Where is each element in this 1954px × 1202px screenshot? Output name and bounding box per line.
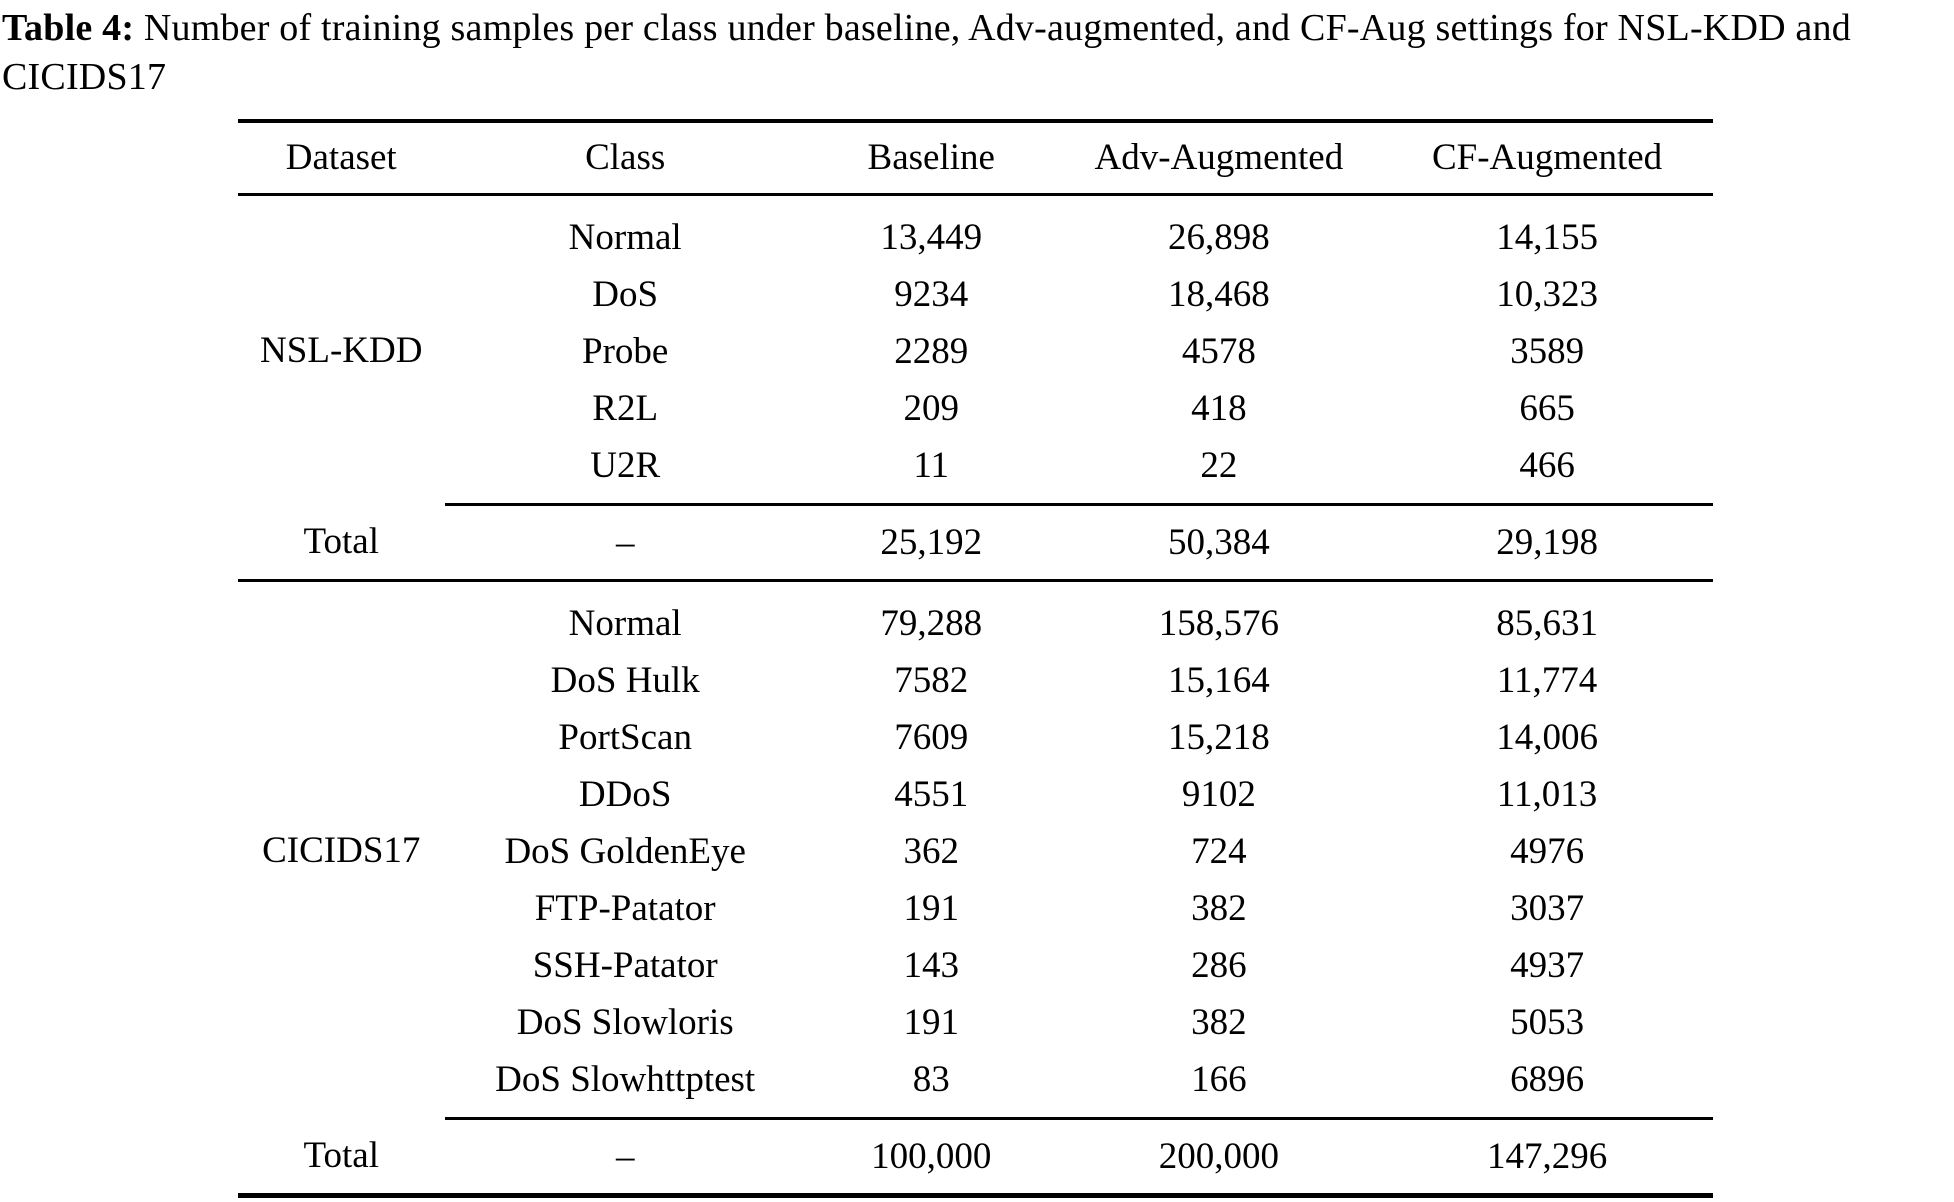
cell-adv: 15,164 (1168, 659, 1270, 701)
cell-class: PortScan (558, 716, 692, 758)
cell-class: DoS Slowhttptest (495, 1058, 756, 1100)
cell-adv: 4578 (1181, 330, 1256, 372)
samples-table: Dataset Class Baseline Adv-Augmented CF-… (238, 118, 1713, 1198)
total-cf: 147,296 (1381, 1116, 1713, 1198)
cell-class: R2L (592, 387, 659, 429)
total-class: – (444, 502, 806, 582)
cell-adv: 382 (1191, 1001, 1247, 1043)
total-baseline: 100,000 (805, 1116, 1057, 1198)
cell-class: DoS (592, 273, 659, 315)
cell-cf: 466 (1519, 444, 1575, 486)
cell-class: DDoS (578, 773, 672, 815)
column-header-class: Class (444, 118, 806, 196)
cell-baseline: 9234 (894, 273, 969, 315)
table-row: NSL-KDD Normal 13,449 26,898 14,155 (238, 194, 1713, 371)
cell-baseline: 4551 (894, 773, 969, 815)
table-row: DoS Slowhttptest 83 166 6896 (238, 1051, 1713, 1119)
cell-adv: 382 (1191, 887, 1247, 929)
cell-cf: 665 (1519, 387, 1575, 429)
caption-label: Table 4: (2, 7, 135, 49)
cell-adv: 724 (1191, 830, 1247, 872)
table-row: DDoS 4551 9102 11,013 (238, 766, 1713, 823)
table-row: Probe 2289 4578 3589 (238, 323, 1713, 380)
cell-adv: 418 (1191, 387, 1247, 429)
cell-baseline: 7582 (894, 659, 969, 701)
cell-cf: 11,774 (1496, 659, 1598, 701)
cell-adv: 158,576 (1158, 602, 1279, 644)
table-body: NSL-KDD Normal 13,449 26,898 14,155 DoS 9234 18… (238, 194, 1713, 1198)
cell-cf: 6896 (1510, 1058, 1585, 1100)
table-caption: Table 4: Number of training samples per … (0, 0, 1952, 103)
table-row: R2L 209 418 665 (238, 380, 1713, 437)
cell-class: DoS GoldenEye (504, 830, 746, 872)
cell-cf: 4976 (1510, 830, 1585, 872)
cell-cf: 3589 (1510, 330, 1585, 372)
cell-baseline: 191 (903, 887, 960, 929)
cell-adv: 15,218 (1168, 716, 1270, 758)
table-row: PortScan 7609 15,218 14,006 (238, 709, 1713, 766)
cell-cf: 11,013 (1496, 773, 1598, 815)
cell-class: Normal (568, 602, 682, 644)
table-row: FTP-Patator 191 382 3037 (238, 880, 1713, 937)
cell-adv: 26,898 (1168, 216, 1270, 258)
total-baseline: 25,192 (805, 502, 1057, 582)
cell-class: SSH-Patator (532, 944, 718, 986)
cell-class: Normal (568, 216, 682, 258)
cell-cf: 14,006 (1496, 716, 1598, 758)
cell-baseline: 13,449 (880, 216, 983, 258)
cell-class: DoS Slowloris (516, 1001, 734, 1043)
cell-baseline: 7609 (894, 716, 969, 758)
table-row: DoS Slowloris 191 382 5053 (238, 994, 1713, 1051)
cell-class: FTP-Patator (534, 887, 716, 929)
dataset-cell: NSL-KDD (260, 329, 423, 371)
cell-cf: 10,323 (1496, 273, 1598, 315)
total-class: – (444, 1116, 806, 1198)
cell-adv: 22 (1200, 444, 1238, 486)
table-row: DoS 9234 18,468 10,323 (238, 266, 1713, 323)
table-row: SSH-Patator 143 286 4937 (238, 937, 1713, 994)
cell-baseline: 362 (903, 830, 960, 872)
total-adv: 50,384 (1056, 502, 1382, 582)
total-label: Total (238, 504, 445, 582)
table-row: DoS GoldenEye 362 724 4976 (238, 823, 1713, 880)
table-row: U2R 11 22 466 (238, 437, 1713, 505)
cell-baseline: 79,288 (880, 602, 983, 644)
cell-adv: 9102 (1181, 773, 1256, 815)
total-cf: 29,198 (1381, 502, 1713, 582)
cell-class: Probe (582, 330, 669, 372)
cell-baseline: 143 (903, 944, 960, 986)
table-header-row: Dataset Class Baseline Adv-Augmented CF-… (238, 118, 1713, 196)
cell-baseline: 11 (913, 444, 950, 486)
cell-baseline: 2289 (894, 330, 969, 372)
column-header-cf-augmented: CF-Augmented (1381, 118, 1713, 196)
table-row: DoS Hulk 7582 15,164 11,774 (238, 652, 1713, 709)
cell-adv: 18,468 (1168, 273, 1270, 315)
cell-adv: 286 (1191, 944, 1247, 986)
column-header-adv-augmented: Adv-Augmented (1056, 118, 1382, 196)
total-row: Total –100,000 200,000 147,296 (238, 1116, 1713, 1198)
cell-baseline: 191 (903, 1001, 960, 1043)
cell-cf: 85,631 (1496, 602, 1598, 644)
caption-text: Number of training samples per class und… (2, 7, 1851, 99)
dataset-cell: CICIDS17 (262, 829, 421, 871)
table-row: CICIDS17 Normal 79,288 158,576 85,631 (238, 580, 1713, 871)
cell-class: DoS Hulk (550, 659, 700, 701)
total-adv: 200,000 (1056, 1116, 1382, 1198)
column-header-dataset: Dataset (238, 118, 445, 196)
cell-cf: 4937 (1510, 944, 1585, 986)
cell-adv: 166 (1191, 1058, 1247, 1100)
cell-baseline: 83 (912, 1058, 950, 1100)
total-label: Total (238, 1118, 445, 1198)
cell-baseline: 209 (903, 387, 960, 429)
cell-cf: 3037 (1510, 887, 1585, 929)
cell-class: U2R (590, 444, 661, 486)
column-header-baseline: Baseline (805, 118, 1057, 196)
cell-cf: 5053 (1510, 1001, 1585, 1043)
total-row: Total –25,192 50,384 29,198 (238, 502, 1713, 582)
cell-cf: 14,155 (1496, 216, 1598, 258)
